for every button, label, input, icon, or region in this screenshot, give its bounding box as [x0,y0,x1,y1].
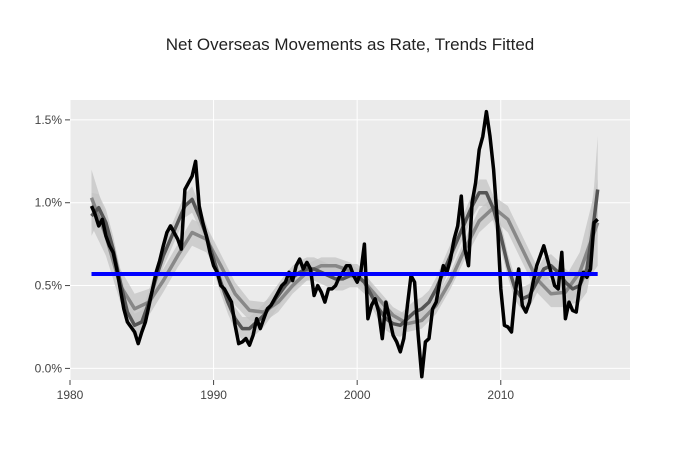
y-axis-ticks: 0.0% 0.5% 1.0% 1.5% [35,113,70,375]
series-lines [89,109,600,379]
x-tick-label: 2000 [344,388,371,402]
x-tick-label: 2010 [487,388,514,402]
trend-fit-line [89,197,600,326]
y-tick-label: 0.5% [35,279,63,293]
chart-title: Net Overseas Movements as Rate, Trends F… [166,35,534,54]
observed-series-line [89,109,599,379]
plot-background [70,100,630,380]
y-tick-label: 1.0% [35,196,63,210]
x-axis-ticks: 1980 1990 2000 2010 [57,380,514,402]
y-tick-label: 1.5% [35,113,63,127]
x-tick-label: 1990 [200,388,227,402]
y-tick-label: 0.0% [35,361,63,375]
x-tick-label: 1980 [57,388,84,402]
